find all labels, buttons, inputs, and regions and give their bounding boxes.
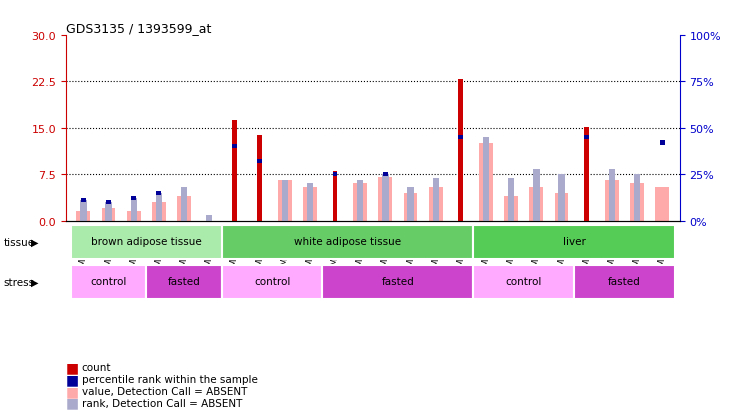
Text: ■: ■ [66, 360, 79, 374]
Bar [333, 173, 338, 177]
Text: percentile rank within the sample: percentile rank within the sample [82, 374, 258, 384]
Text: ■: ■ [66, 384, 79, 398]
Bar [152, 202, 166, 221]
Text: rank, Detection Call = ABSENT: rank, Detection Call = ABSENT [82, 398, 242, 408]
Bar [81, 199, 86, 203]
Text: control: control [254, 277, 290, 287]
Bar [206, 216, 212, 221]
Bar [181, 188, 187, 221]
Text: white adipose tissue: white adipose tissue [294, 236, 401, 247]
Bar [404, 193, 417, 221]
Bar [132, 197, 136, 201]
Bar [379, 178, 393, 221]
Bar [126, 212, 140, 221]
Bar [71, 225, 221, 259]
Bar [71, 265, 146, 299]
Bar [609, 169, 615, 221]
Bar [555, 193, 569, 221]
Bar [257, 159, 262, 164]
Text: ▶: ▶ [31, 278, 38, 287]
Bar [458, 80, 463, 221]
Text: ▶: ▶ [31, 237, 38, 247]
Bar [77, 212, 91, 221]
Bar [458, 135, 463, 140]
Bar [333, 172, 338, 221]
Text: value, Detection Call = ABSENT: value, Detection Call = ABSENT [82, 386, 247, 396]
Bar [574, 265, 675, 299]
Bar [407, 188, 414, 221]
Text: fasted: fasted [167, 277, 200, 287]
Bar [529, 187, 543, 221]
Bar [303, 187, 317, 221]
Bar [322, 265, 474, 299]
Bar [156, 191, 162, 195]
Text: liver: liver [563, 236, 586, 247]
Bar [655, 187, 669, 221]
Bar [357, 180, 363, 221]
Text: control: control [91, 277, 126, 287]
Bar [232, 145, 237, 149]
Bar [474, 265, 574, 299]
Bar [429, 187, 443, 221]
Bar [383, 173, 388, 177]
Bar [353, 184, 367, 221]
Bar [508, 178, 515, 221]
Text: brown adipose tissue: brown adipose tissue [91, 236, 202, 247]
Text: fasted: fasted [608, 277, 641, 287]
Bar [232, 121, 237, 221]
Text: fasted: fasted [382, 277, 414, 287]
Bar [102, 209, 115, 221]
Bar [278, 181, 292, 221]
Text: ■: ■ [66, 372, 79, 386]
Bar [221, 225, 474, 259]
Bar [106, 200, 111, 205]
Text: GDS3135 / 1393599_at: GDS3135 / 1393599_at [66, 21, 211, 35]
Text: ■: ■ [66, 396, 79, 410]
Text: control: control [506, 277, 542, 287]
Bar [584, 128, 589, 221]
Bar [660, 141, 664, 145]
Bar [80, 201, 86, 221]
Bar [257, 136, 262, 221]
Bar [558, 175, 564, 221]
Bar [474, 225, 675, 259]
Bar [634, 175, 640, 221]
Bar [584, 135, 589, 140]
Bar [177, 196, 191, 221]
Bar [630, 184, 644, 221]
Text: tissue: tissue [4, 237, 35, 247]
Text: stress: stress [4, 278, 35, 287]
Bar [483, 138, 489, 221]
Bar [146, 265, 221, 299]
Bar [221, 265, 322, 299]
Bar [131, 199, 137, 221]
Bar [382, 175, 388, 221]
Bar [281, 180, 288, 221]
Bar [534, 169, 539, 221]
Bar [433, 178, 439, 221]
Bar [479, 144, 493, 221]
Bar [307, 184, 313, 221]
Bar [504, 196, 518, 221]
Bar [105, 202, 112, 221]
Text: count: count [82, 362, 111, 372]
Bar [156, 193, 162, 221]
Bar [605, 181, 619, 221]
